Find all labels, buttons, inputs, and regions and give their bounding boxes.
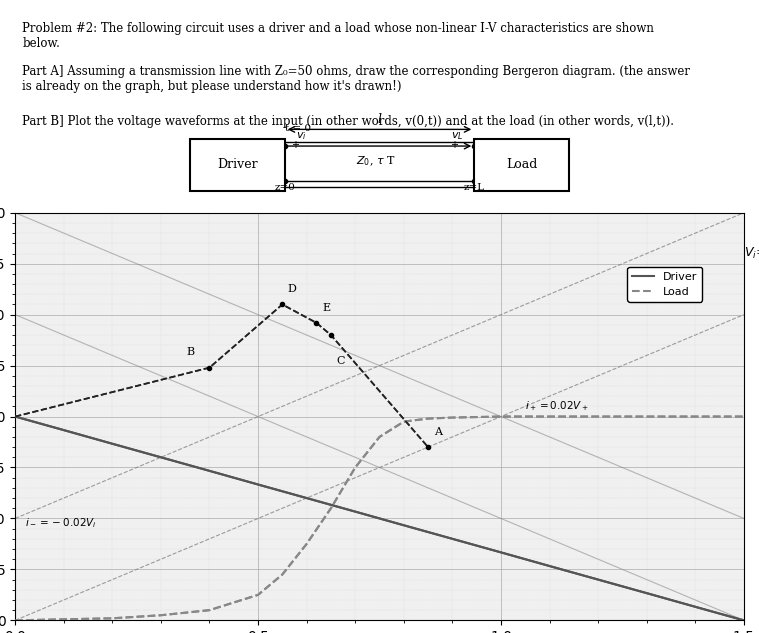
- Driver: [351, 508, 360, 515]
- Driver: [108, 440, 117, 448]
- Text: C: C: [336, 356, 345, 365]
- Text: Part B] Plot the voltage waveforms at the input (in other words, v(0,t)) and at : Part B] Plot the voltage waveforms at th…: [23, 115, 675, 128]
- Driver: [691, 603, 700, 611]
- Load: [302, 540, 311, 548]
- Load: [739, 413, 748, 420]
- Load: [278, 571, 287, 579]
- Load: [108, 615, 117, 622]
- Driver: [594, 576, 603, 584]
- Text: +: +: [291, 140, 298, 150]
- Load: [399, 418, 408, 425]
- Driver: [545, 562, 554, 570]
- Driver: [448, 535, 457, 542]
- Driver: [11, 413, 20, 420]
- Driver: [205, 467, 214, 475]
- Text: Problem #2: The following circuit uses a driver and a load whose non-linear I-V : Problem #2: The following circuit uses a…: [23, 22, 654, 50]
- Load: [691, 413, 700, 420]
- Text: $i_+=0.02V_+$: $i_+=0.02V_+$: [525, 399, 589, 413]
- Load: [156, 611, 165, 619]
- Text: $Z_0$, $\tau$ T: $Z_0$, $\tau$ T: [356, 154, 395, 168]
- Load: [205, 606, 214, 614]
- Text: Driver: Driver: [217, 158, 258, 171]
- FancyBboxPatch shape: [190, 139, 285, 191]
- Load: [375, 433, 384, 441]
- Text: +: +: [450, 140, 458, 150]
- Load: [472, 413, 481, 421]
- Text: Part A] Assuming a transmission line with Z₀=50 ohms, draw the corresponding Ber: Part A] Assuming a transmission line wit…: [23, 65, 691, 92]
- Text: B: B: [186, 348, 194, 358]
- Load: [11, 617, 20, 624]
- Text: $V_i$=: $V_i$=: [744, 246, 759, 261]
- Text: Load: Load: [506, 158, 537, 171]
- Load: [351, 464, 360, 472]
- Load: [326, 505, 335, 512]
- Load: [424, 415, 433, 422]
- Text: l: l: [377, 113, 382, 126]
- FancyBboxPatch shape: [281, 142, 474, 187]
- Text: z=0: z=0: [274, 184, 295, 192]
- Load: [545, 413, 554, 420]
- Legend: Driver, Load: Driver, Load: [628, 267, 702, 302]
- Load: [642, 413, 651, 420]
- Text: E: E: [322, 303, 330, 313]
- Load: [448, 414, 457, 422]
- Driver: [59, 426, 68, 434]
- Driver: [642, 589, 651, 597]
- Driver: [739, 617, 748, 624]
- Text: $i_-=-0.02V_i$: $i_-=-0.02V_i$: [25, 517, 96, 530]
- Driver: [399, 522, 408, 529]
- Text: $v_L$: $v_L$: [451, 130, 463, 142]
- Load: [254, 591, 263, 599]
- Load: [59, 615, 68, 623]
- Driver: [156, 453, 165, 461]
- Driver: [496, 549, 505, 556]
- Text: $v_i$: $v_i$: [296, 130, 307, 142]
- Text: A: A: [434, 427, 442, 437]
- Text: t = 0: t = 0: [285, 124, 311, 133]
- Text: z=L: z=L: [464, 184, 485, 192]
- Driver: [302, 494, 311, 502]
- Load: [594, 413, 603, 420]
- Load: [496, 413, 505, 420]
- Line: Driver: Driver: [15, 417, 744, 620]
- FancyBboxPatch shape: [474, 139, 569, 191]
- Line: Load: Load: [15, 417, 744, 620]
- Load: [521, 413, 530, 420]
- Driver: [254, 480, 263, 488]
- Text: D: D: [288, 284, 297, 294]
